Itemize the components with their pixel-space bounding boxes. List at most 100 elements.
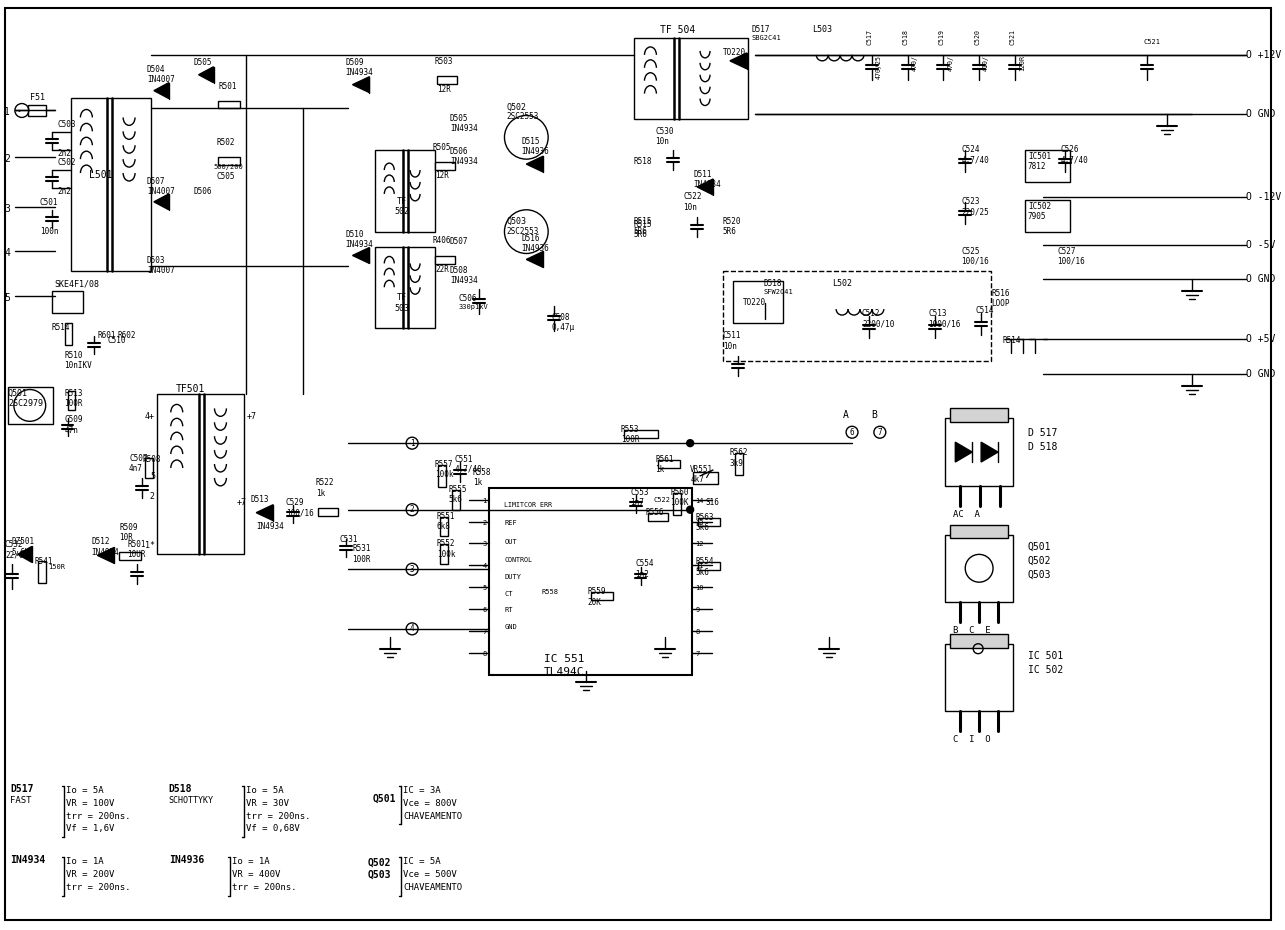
Text: D518: D518 [763, 279, 783, 288]
Text: C517: C517 [867, 29, 873, 45]
Text: C530
10n: C530 10n [655, 126, 673, 146]
Text: D504: D504 [146, 65, 166, 73]
Text: R555
5k6: R555 5k6 [448, 485, 468, 504]
Text: R602: R602 [117, 331, 136, 340]
Text: R510
10nIKV: R510 10nIKV [64, 351, 93, 370]
Text: R516: R516 [991, 289, 1010, 299]
Text: R502: R502 [216, 139, 235, 147]
Text: C524
4,7/40: C524 4,7/40 [961, 145, 989, 165]
Text: 12R: 12R [434, 171, 448, 180]
Text: R563
5k6: R563 5k6 [695, 512, 713, 532]
Text: C551
4,7/40: C551 4,7/40 [455, 455, 483, 474]
Text: R552
100k: R552 100k [437, 539, 455, 559]
Bar [68, 391, 76, 410]
Bar [946, 644, 1013, 711]
Text: 1*: 1* [145, 541, 155, 551]
Text: 8: 8 [695, 629, 699, 635]
Polygon shape [199, 67, 213, 83]
Bar [64, 323, 72, 345]
Bar [438, 465, 446, 486]
Text: 470/: 470/ [947, 55, 953, 71]
Text: IC 502: IC 502 [1028, 665, 1063, 674]
Text: R501: R501 [218, 82, 236, 90]
Text: 6: 6 [482, 607, 487, 613]
Text: IC501: IC501 [1028, 153, 1051, 161]
Bar [693, 472, 718, 484]
Text: SKE4F1/08: SKE4F1/08 [55, 279, 100, 288]
Text: 2: 2 [4, 154, 10, 164]
Text: LIMITCOR ERR: LIMITCOR ERR [505, 502, 553, 508]
Text: 2SC2553: 2SC2553 [506, 227, 538, 235]
Text: D516: D516 [522, 233, 540, 243]
Circle shape [686, 506, 694, 513]
Bar [591, 592, 613, 600]
Text: IN4007: IN4007 [146, 187, 175, 196]
Text: C554
1n2: C554 1n2 [636, 559, 654, 578]
Text: S16: S16 [705, 498, 718, 507]
Bar [951, 408, 1007, 422]
Bar [698, 563, 720, 570]
Text: 3: 3 [410, 565, 415, 574]
Text: VR = 30V: VR = 30V [247, 799, 289, 807]
Text: 5: 5 [150, 472, 155, 481]
Text: IN4007: IN4007 [146, 266, 175, 275]
Text: L501: L501 [90, 170, 113, 180]
Text: D513: D513 [251, 495, 269, 504]
Text: VR = 200V: VR = 200V [66, 870, 114, 879]
Text: Q503: Q503 [368, 870, 391, 880]
Text: REF: REF [505, 520, 518, 525]
Text: FAST: FAST [10, 796, 31, 804]
Bar [439, 517, 448, 537]
Text: IN4934: IN4934 [10, 856, 45, 865]
Text: R518: R518 [634, 157, 651, 166]
Text: IN4936: IN4936 [522, 244, 549, 253]
Text: IN4934: IN4934 [450, 125, 478, 133]
Text: IN4007: IN4007 [146, 74, 175, 84]
Bar [434, 257, 455, 264]
Text: C521: C521 [1144, 39, 1160, 45]
Text: IC 501: IC 501 [1028, 651, 1063, 660]
Text: OUT: OUT [505, 539, 518, 546]
Text: Io = 5A: Io = 5A [66, 786, 103, 795]
Text: Vce = 500V: Vce = 500V [403, 870, 457, 879]
Text: Io = 5A: Io = 5A [247, 786, 284, 795]
Text: C522: C522 [654, 497, 671, 510]
Text: D518: D518 [168, 784, 193, 794]
Text: R501
10UR: R501 10UR [127, 540, 145, 559]
Polygon shape [154, 193, 168, 210]
Text: C519: C519 [938, 29, 944, 45]
Bar [218, 100, 240, 109]
Text: SFW2C41: SFW2C41 [763, 289, 793, 295]
Bar [735, 453, 743, 475]
Text: 12: 12 [695, 541, 704, 548]
Text: F51: F51 [30, 93, 45, 101]
Text: D517: D517 [10, 784, 33, 794]
Text: IN4936: IN4936 [168, 856, 204, 865]
Bar [673, 493, 681, 514]
Text: Q503: Q503 [506, 217, 527, 226]
Bar [8, 387, 53, 424]
Text: Q503: Q503 [1028, 569, 1051, 579]
Text: 7905: 7905 [1028, 212, 1046, 220]
Text: C523
220/25: C523 220/25 [961, 197, 989, 217]
Text: R514: R514 [51, 323, 71, 332]
Bar [145, 458, 153, 478]
Bar [946, 535, 1013, 602]
Text: 13: 13 [695, 520, 704, 525]
Text: 330p1kV: 330p1kV [459, 304, 488, 310]
Text: Q502: Q502 [368, 857, 391, 868]
Bar [1025, 151, 1069, 182]
Text: A: A [843, 410, 849, 420]
Text: 4: 4 [410, 624, 415, 633]
Text: R601: R601 [98, 331, 116, 340]
Text: Q501: Q501 [1028, 541, 1051, 551]
Bar [698, 518, 720, 525]
Text: TF 504: TF 504 [660, 25, 695, 35]
Text: C501: C501 [40, 198, 58, 206]
Circle shape [686, 440, 694, 446]
Text: RT: RT [505, 607, 513, 613]
Text: R520
5R6: R520 5R6 [723, 217, 741, 236]
Text: 1: 1 [4, 108, 10, 117]
Text: 2: 2 [410, 505, 415, 514]
Polygon shape [527, 156, 544, 172]
